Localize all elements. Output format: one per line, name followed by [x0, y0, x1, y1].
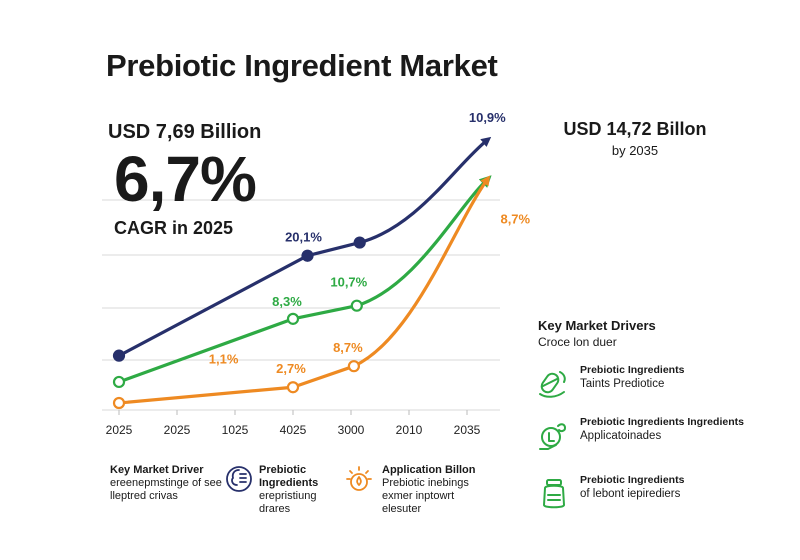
data-point [350, 299, 363, 312]
data-point [353, 236, 366, 249]
bottom-text: ereenepmstinge of see lleptred crivas [110, 477, 222, 502]
end-year-label: by 2035 [611, 143, 659, 158]
jar-icon [543, 479, 565, 509]
bottom-title: Application Billon [382, 464, 476, 476]
driver-item: Prebiotic Ingredients of lebont iepiredi… [534, 474, 764, 518]
x-tick-label: 2010 [396, 423, 423, 437]
data-label: 10,7% [330, 275, 367, 290]
bottom-text: Prebiotic inebings exmer inptowrt elesut… [382, 477, 469, 515]
drivers-heading: Key Market Drivers [538, 318, 656, 333]
x-tick-label: 4025 [280, 423, 307, 437]
bottom-text: erepristiung drares [259, 490, 317, 515]
cagr-label: CAGR in 2025 [114, 218, 234, 238]
data-point [286, 312, 300, 325]
data-label: 1,1% [209, 351, 239, 366]
x-tick-label: 3000 [338, 423, 365, 437]
data-point [112, 349, 126, 362]
driver-title: Prebiotic Ingredients [580, 474, 685, 486]
chart-series [112, 136, 492, 410]
driver-title: Prebiotic Ingredients Ingredients [580, 416, 744, 428]
data-label: 10,9% [469, 110, 506, 125]
data-label: 8,7% [500, 211, 530, 226]
driver-item: Prebiotic Ingredients Taints Prediotice [534, 364, 764, 408]
bottom-info-key-driver: Key Market Driver ereenepmstinge of see … [110, 464, 230, 503]
end-market-value: USD 14,72 Billon [563, 119, 707, 139]
data-point [347, 360, 360, 373]
sun-drop-icon [346, 466, 372, 491]
data-labels: 20,1% 10,9% 8,3% 10,7% 2,7% 8,7% 8,7% 1,1% [209, 110, 531, 376]
data-label: 8,3% [272, 294, 302, 309]
data-point [112, 396, 126, 410]
chart-gridlines [102, 199, 500, 411]
data-point [301, 249, 314, 262]
coin-hand-icon [539, 423, 566, 450]
driver-title: Prebiotic Ingredients [580, 364, 685, 376]
drivers-subheading: Croce lon duer [538, 335, 617, 349]
bottom-title: Key Market Driver [110, 464, 204, 476]
data-point [286, 381, 300, 394]
x-axis: 2025 2025 1025 4025 3000 2010 2035 [106, 410, 481, 437]
data-label: 20,1% [285, 230, 322, 245]
bottom-title: Prebiotic Ingredients [259, 464, 319, 489]
x-tick-label: 2025 [164, 423, 191, 437]
driver-item: Prebiotic Ingredients Ingredients Applic… [534, 416, 764, 460]
driver-subtitle: Taints Prediotice [580, 378, 665, 390]
x-tick-label: 2025 [106, 423, 133, 437]
brain-chart-icon [226, 466, 252, 492]
cagr-value: 6,7% [114, 143, 257, 215]
data-label: 8,7% [333, 340, 363, 355]
capsule-icon [539, 371, 566, 398]
x-tick-label: 1025 [222, 423, 249, 437]
x-tick-label: 2035 [454, 423, 481, 437]
driver-subtitle: Applicatoinades [580, 430, 662, 442]
start-market-value: USD 7,69 Billion [108, 121, 262, 143]
driver-subtitle: of lebont iepirediers [580, 488, 681, 500]
page-title: Prebiotic Ingredient Market [106, 48, 498, 83]
data-label: 2,7% [276, 361, 306, 376]
data-point [112, 375, 126, 389]
